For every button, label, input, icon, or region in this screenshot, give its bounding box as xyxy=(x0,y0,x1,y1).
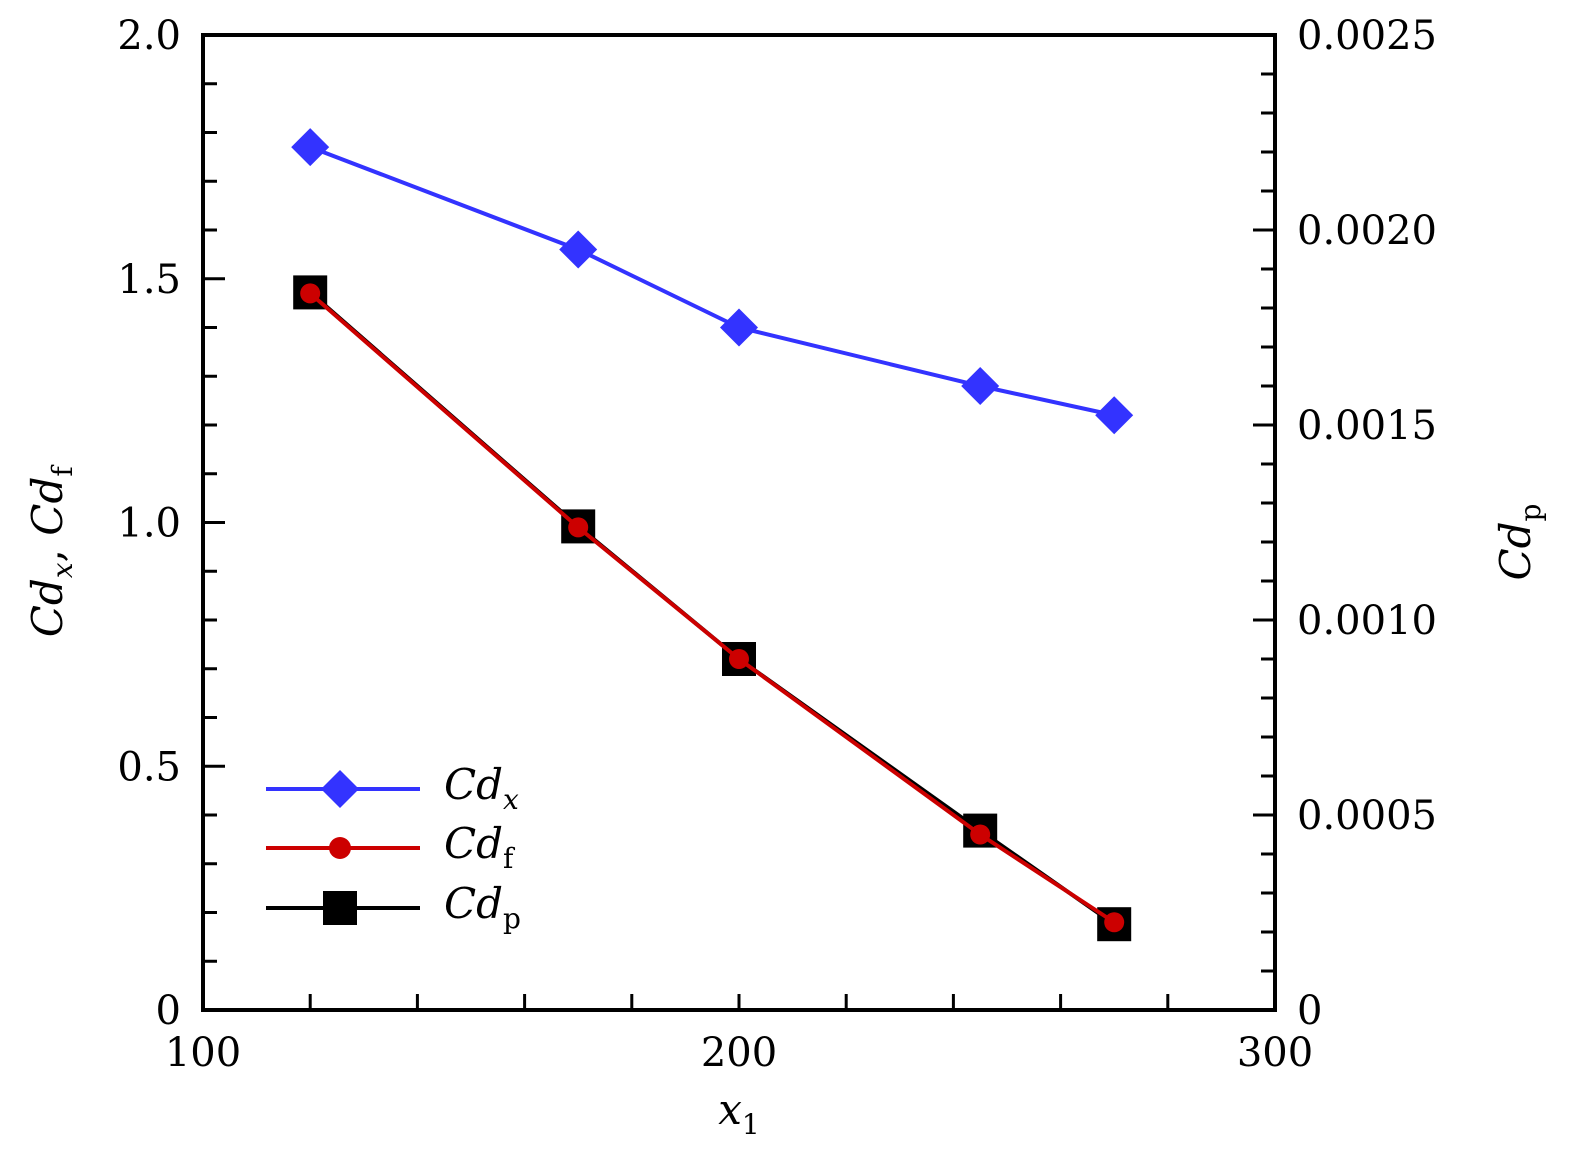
left-y-label-part1-main: Cd xyxy=(23,578,72,637)
legend-label-cdp: Cdp xyxy=(444,879,521,935)
data-point-circle xyxy=(300,283,321,304)
legend: Cdx Cdf Cdp xyxy=(266,760,521,935)
right-y-label-sub: p xyxy=(1514,504,1547,522)
data-point-diamond xyxy=(291,128,330,167)
data-point-circle xyxy=(1104,912,1125,933)
right-y-tick-label: 0 xyxy=(1297,988,1322,1034)
legend-marker-cdf xyxy=(329,837,351,859)
right-y-tick-label: 0.0015 xyxy=(1297,403,1437,449)
legend-cdp-sub: p xyxy=(503,902,521,935)
x-tick-label: 100 xyxy=(165,1030,241,1076)
right-y-tick-label: 0.0020 xyxy=(1297,208,1437,254)
right-y-tick-label: 0.0005 xyxy=(1297,793,1437,839)
plot-frame xyxy=(201,33,1277,1012)
left-y-label-part2-sub: f xyxy=(46,464,79,477)
legend-marker-cdx xyxy=(321,770,359,808)
series-cdf xyxy=(300,283,1125,933)
right-y-axis-label: Cdp xyxy=(1491,504,1547,581)
legend-cdf-main: Cd xyxy=(444,819,503,868)
data-point-diamond xyxy=(720,308,758,347)
x-tick-label: 200 xyxy=(701,1030,777,1076)
legend-cdp-main: Cd xyxy=(444,879,503,928)
left-y-label-part2-main: Cd xyxy=(23,477,72,536)
left-y-tick-label: 1.0 xyxy=(117,501,181,547)
left-y-label-separator: , xyxy=(23,536,72,563)
legend-entry-cdf: Cdf xyxy=(266,819,516,875)
data-point-diamond xyxy=(1095,396,1134,435)
data-point-diamond xyxy=(961,367,1000,405)
x-axis-label: x1 xyxy=(718,1085,760,1141)
left-y-tick-label: 0 xyxy=(156,988,181,1034)
legend-cdx-sub: x xyxy=(503,783,519,816)
x-axis-label-main: x xyxy=(718,1085,742,1134)
left-y-tick-label: 1.5 xyxy=(117,257,181,303)
legend-entry-cdx: Cdx xyxy=(266,760,519,816)
series-cdx xyxy=(291,128,1134,435)
data-point-diamond xyxy=(559,230,598,269)
data-point-circle xyxy=(568,517,589,538)
left-y-tick-label: 0.5 xyxy=(117,744,181,790)
left-y-label-part1-sub: x xyxy=(46,562,79,578)
legend-entry-cdp: Cdp xyxy=(266,879,521,935)
x-tick-label: 300 xyxy=(1237,1030,1313,1076)
labels-layer: 100 200 30000.51.01.52.000.00050.00100.001… xyxy=(117,13,1437,1076)
legend-cdx-main: Cd xyxy=(444,760,503,809)
right-y-tick-label: 0.0025 xyxy=(1297,13,1437,59)
left-y-axis-label: Cdx, Cdf xyxy=(23,464,79,638)
legend-label-cdf: Cdf xyxy=(444,819,516,875)
left-y-tick-label: 2.0 xyxy=(117,13,181,59)
series-line xyxy=(309,145,1115,418)
series-layer xyxy=(291,128,1134,942)
data-point-circle xyxy=(729,649,749,669)
right-y-tick-label: 0.0010 xyxy=(1297,598,1437,644)
legend-marker-cdp xyxy=(323,891,357,925)
data-point-circle xyxy=(970,824,991,845)
right-y-label-main: Cd xyxy=(1491,521,1540,580)
series-cdp xyxy=(293,275,1132,942)
x-axis-label-sub: 1 xyxy=(742,1108,760,1141)
legend-label-cdx: Cdx xyxy=(444,760,519,816)
ticks-layer xyxy=(203,33,1275,1012)
legend-cdf-sub: f xyxy=(503,842,516,875)
